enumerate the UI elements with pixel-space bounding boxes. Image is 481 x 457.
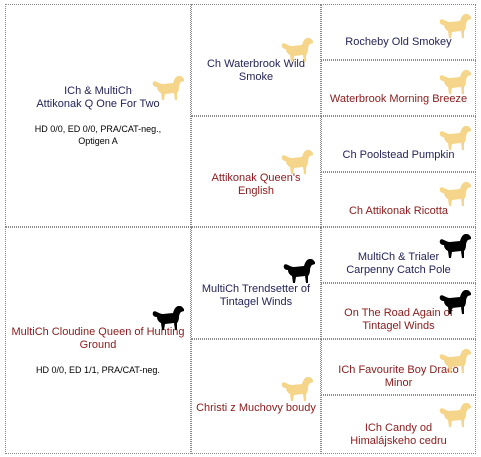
gen3-cell-5: MultiCh & Trialer Carpenny Catch Pole [321, 227, 476, 283]
gen3-cell-2: Waterbrook Morning Breeze [321, 60, 476, 116]
granddam-paternal-cell: Attikonak Queen's English [191, 116, 321, 227]
dam-cell: MultiCh Cloudine Queen of Hunting Ground… [5, 227, 191, 454]
granddam-maternal-name[interactable]: Christi z Muchovy boudy [196, 402, 316, 414]
gen3-cell-6: On The Road Again of Tintagel Winds [321, 283, 476, 339]
black-labrador-icon [282, 256, 316, 284]
gen3-name-6[interactable]: On The Road Again of Tintagel Winds [344, 307, 453, 332]
dam-name[interactable]: MultiCh Cloudine Queen of Hunting Ground [11, 325, 185, 351]
yellow-labrador-icon [438, 346, 472, 374]
granddam-paternal-name[interactable]: Attikonak Queen's English [211, 171, 301, 197]
grandsire-paternal-cell: Ch Waterbrook Wild Smoke [191, 4, 321, 116]
grandsire-paternal-name[interactable]: Ch Waterbrook Wild Smoke [206, 58, 305, 83]
gen3-name-1[interactable]: Rocheby Old Smokey [345, 35, 452, 48]
gen3-cell-4: Ch Attikonak Ricotta [321, 172, 476, 227]
grandsire-maternal-cell: MultiCh Trendsetter of Tintagel Winds [191, 227, 321, 339]
yellow-labrador-icon [151, 73, 185, 101]
gen3-name-3[interactable]: Ch Poolstead Pumpkin [342, 148, 455, 161]
yellow-labrador-icon [438, 123, 472, 151]
sire-name[interactable]: ICh & MultiCh Attikonak Q One For Two [36, 84, 160, 110]
gen3-cell-1: Rocheby Old Smokey [321, 4, 476, 60]
gen3-name-5[interactable]: MultiCh & Trialer Carpenny Catch Pole [346, 251, 451, 276]
gen3-name-8[interactable]: ICh Candy od Himalájskeho cedru [350, 421, 447, 447]
black-labrador-icon [438, 287, 472, 315]
gen3-cell-3: Ch Poolstead Pumpkin [321, 116, 476, 172]
yellow-labrador-icon [280, 35, 314, 63]
yellow-labrador-icon [438, 67, 472, 95]
dam-health-results: HD 0/0, ED 1/1, PRA/CAT-neg. [36, 364, 160, 375]
yellow-labrador-icon [438, 400, 472, 428]
yellow-labrador-icon [438, 11, 472, 39]
yellow-labrador-icon [280, 374, 314, 402]
gen3-name-2[interactable]: Waterbrook Morning Breeze [329, 92, 468, 105]
gen3-cell-8: ICh Candy od Himalájskeho cedru [321, 395, 476, 454]
granddam-maternal-cell: Christi z Muchovy boudy [191, 339, 321, 454]
sire-cell: ICh & MultiCh Attikonak Q One For Two HD… [5, 4, 191, 227]
gen3-cell-7: ICh Favourite Boy Draco Minor [321, 339, 476, 395]
yellow-labrador-icon [438, 179, 472, 207]
yellow-labrador-icon [280, 147, 314, 175]
sire-health-results: HD 0/0, ED 0/0, PRA/CAT-neg., Optigen A [34, 123, 162, 146]
gen3-name-4[interactable]: Ch Attikonak Ricotta [348, 205, 449, 217]
black-labrador-icon [151, 303, 185, 331]
grandsire-maternal-name[interactable]: MultiCh Trendsetter of Tintagel Winds [201, 282, 311, 308]
black-labrador-icon [438, 231, 472, 259]
gen3-name-7[interactable]: ICh Favourite Boy Draco Minor [338, 364, 459, 389]
